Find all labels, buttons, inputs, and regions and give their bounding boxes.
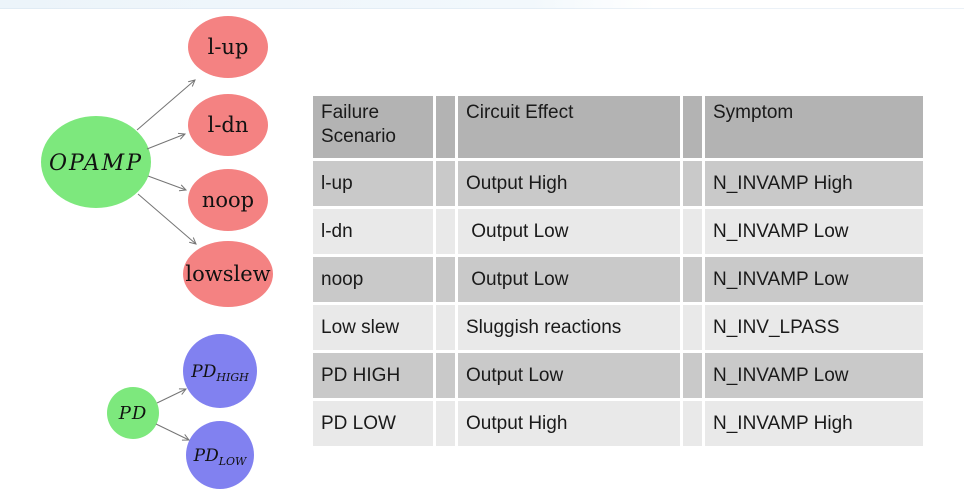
cell-circuit-effect: Output High bbox=[458, 401, 680, 446]
cell-symptom: N_INVAMP Low bbox=[705, 209, 923, 254]
node-l-dn bbox=[188, 94, 268, 156]
header-spacer bbox=[683, 96, 702, 158]
edge-opamp-lowslew bbox=[137, 193, 197, 245]
edge-pd-pd-low bbox=[155, 423, 190, 441]
cell-spacer bbox=[436, 161, 455, 206]
node-lowslew-label: lowslew bbox=[185, 262, 270, 286]
cell-symptom: N_INVAMP Low bbox=[705, 353, 923, 398]
cell-circuit-effect: Output High bbox=[458, 161, 680, 206]
cell-spacer bbox=[683, 353, 702, 398]
pd-high-sub: HIGH bbox=[215, 371, 249, 384]
edge-pd-pd-high bbox=[156, 388, 187, 404]
table-row: l-up Output High N_INVAMP High bbox=[313, 161, 923, 206]
fault-tree-diagram: OPAMP l-up l-dn noop lowslew PD PDHIGH P… bbox=[41, 16, 273, 489]
table-row: PD HIGH Output Low N_INVAMP Low bbox=[313, 353, 923, 398]
table-header-row: Failure Scenario Circuit Effect Symptom bbox=[313, 96, 923, 158]
cell-symptom: N_INV_LPASS bbox=[705, 305, 923, 350]
cell-failure-scenario: l-up bbox=[313, 161, 433, 206]
node-pd bbox=[107, 387, 159, 439]
cell-symptom: N_INVAMP High bbox=[705, 401, 923, 446]
cell-failure-scenario: Low slew bbox=[313, 305, 433, 350]
node-pd-label: PD bbox=[118, 403, 148, 424]
cell-spacer bbox=[683, 401, 702, 446]
cell-spacer bbox=[683, 209, 702, 254]
table-row: noop Output Low N_INVAMP Low bbox=[313, 257, 923, 302]
cell-spacer bbox=[436, 257, 455, 302]
cell-spacer bbox=[436, 353, 455, 398]
edge-opamp-l-up bbox=[136, 79, 196, 131]
node-noop bbox=[188, 169, 268, 231]
node-opamp bbox=[41, 116, 151, 208]
cell-failure-scenario: l-dn bbox=[313, 209, 433, 254]
cell-spacer bbox=[683, 257, 702, 302]
cell-circuit-effect: Sluggish reactions bbox=[458, 305, 680, 350]
cell-spacer bbox=[436, 305, 455, 350]
cell-circuit-effect: Output Low bbox=[458, 209, 680, 254]
cell-circuit-effect: Output Low bbox=[458, 257, 680, 302]
header-circuit-effect: Circuit Effect bbox=[458, 96, 680, 158]
table-row: l-dn Output Low N_INVAMP Low bbox=[313, 209, 923, 254]
edge-opamp-l-dn bbox=[146, 132, 187, 150]
cell-spacer bbox=[436, 209, 455, 254]
header-failure-scenario: Failure Scenario bbox=[313, 96, 433, 158]
table-row: Low slew Sluggish reactions N_INV_LPASS bbox=[313, 305, 923, 350]
node-pd-low bbox=[186, 421, 254, 489]
failure-table: Failure Scenario Circuit Effect Symptom … bbox=[310, 93, 926, 449]
cell-circuit-effect: Output Low bbox=[458, 353, 680, 398]
header-spacer bbox=[436, 96, 455, 158]
node-opamp-label: OPAMP bbox=[49, 151, 143, 176]
cell-spacer bbox=[683, 305, 702, 350]
cell-symptom: N_INVAMP High bbox=[705, 161, 923, 206]
cell-failure-scenario: noop bbox=[313, 257, 433, 302]
window-top-edge bbox=[0, 0, 964, 9]
cell-failure-scenario: PD LOW bbox=[313, 401, 433, 446]
pd-low-base: PD bbox=[193, 446, 219, 466]
node-l-up bbox=[188, 16, 268, 78]
header-symptom: Symptom bbox=[705, 96, 923, 158]
cell-failure-scenario: PD HIGH bbox=[313, 353, 433, 398]
node-pd-high-label: PDHIGH bbox=[190, 362, 249, 384]
edge-opamp-noop bbox=[147, 175, 188, 192]
node-pd-low-label: PDLOW bbox=[193, 446, 248, 468]
node-lowslew bbox=[183, 241, 273, 307]
node-pd-high bbox=[183, 334, 257, 408]
node-noop-label: noop bbox=[202, 188, 254, 212]
pd-high-base: PD bbox=[190, 362, 216, 382]
cell-spacer bbox=[683, 161, 702, 206]
node-l-up-label: l-up bbox=[208, 35, 249, 59]
cell-symptom: N_INVAMP Low bbox=[705, 257, 923, 302]
node-l-dn-label: l-dn bbox=[208, 113, 249, 137]
pd-low-sub: LOW bbox=[218, 455, 248, 468]
table-row: PD LOW Output High N_INVAMP High bbox=[313, 401, 923, 446]
cell-spacer bbox=[436, 401, 455, 446]
